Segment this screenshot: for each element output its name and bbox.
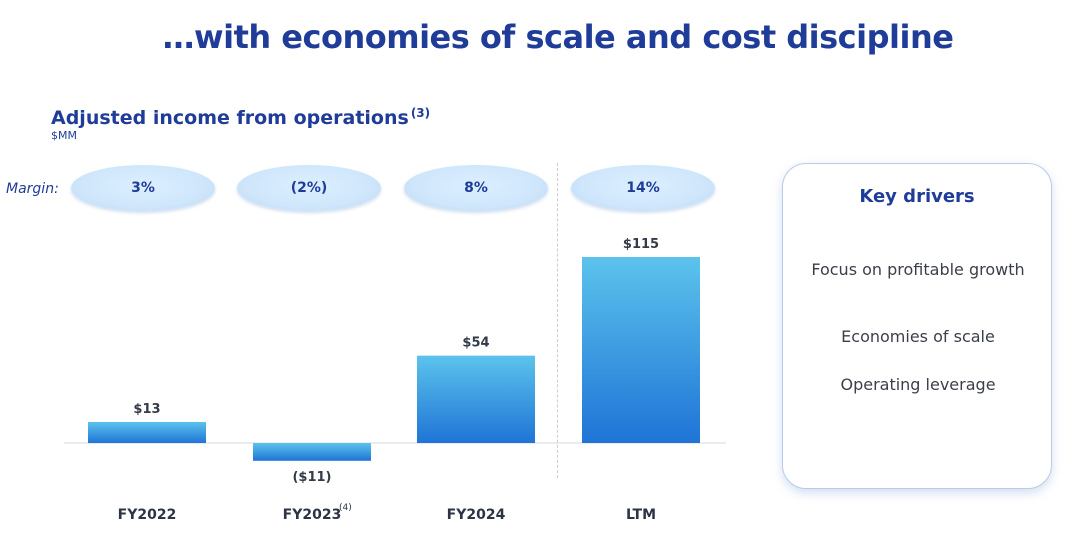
chart-title-text: Adjusted income from operations [51,107,409,129]
data-label-fy2023: ($11) [292,470,331,485]
margin-pill-ltm: 14% [571,165,715,211]
data-label-fy2024: $54 [462,336,489,351]
chart-title-footnote: (3) [410,106,431,120]
chart-unit: $MM [51,129,77,142]
key-drivers-panel: Key drivers Focus on profitable growth E… [782,163,1052,489]
driver-item: Economies of scale [841,327,995,346]
margin-pill-fy2022: 3% [71,165,215,211]
x-tick-label-ltm: LTM [626,507,656,523]
bar-fy2023 [253,443,371,461]
x-tick-label-fy2024: FY2024 [447,507,506,523]
x-tick-label-fy2023: FY2023 [283,507,342,523]
bar-ltm [582,257,700,443]
driver-item: Operating leverage [840,375,996,394]
margin-pill-fy2024: 8% [404,165,548,211]
driver-item: Focus on profitable growth [811,260,1025,279]
data-label-fy2022: $13 [133,402,160,417]
chart-title: Adjusted income from operations (3) [51,106,430,129]
margin-label: Margin: [6,181,59,197]
key-drivers-title: Key drivers [859,186,975,207]
bar-fy2022 [88,421,206,443]
margin-pill-fy2023: (2%) [237,165,381,211]
x-tick-label-fy2022: FY2022 [118,507,177,523]
x-tick-footnote-fy2023: (4) [339,503,352,513]
page-title: …with economies of scale and cost discip… [162,18,954,56]
bar-chart: $13 FY2022 ($11) FY2023(4) $54 FY2024 $115 LTM [64,237,726,523]
bar-fy2024 [417,355,535,443]
data-label-ltm: $115 [623,237,659,252]
ltm-divider [557,163,558,478]
